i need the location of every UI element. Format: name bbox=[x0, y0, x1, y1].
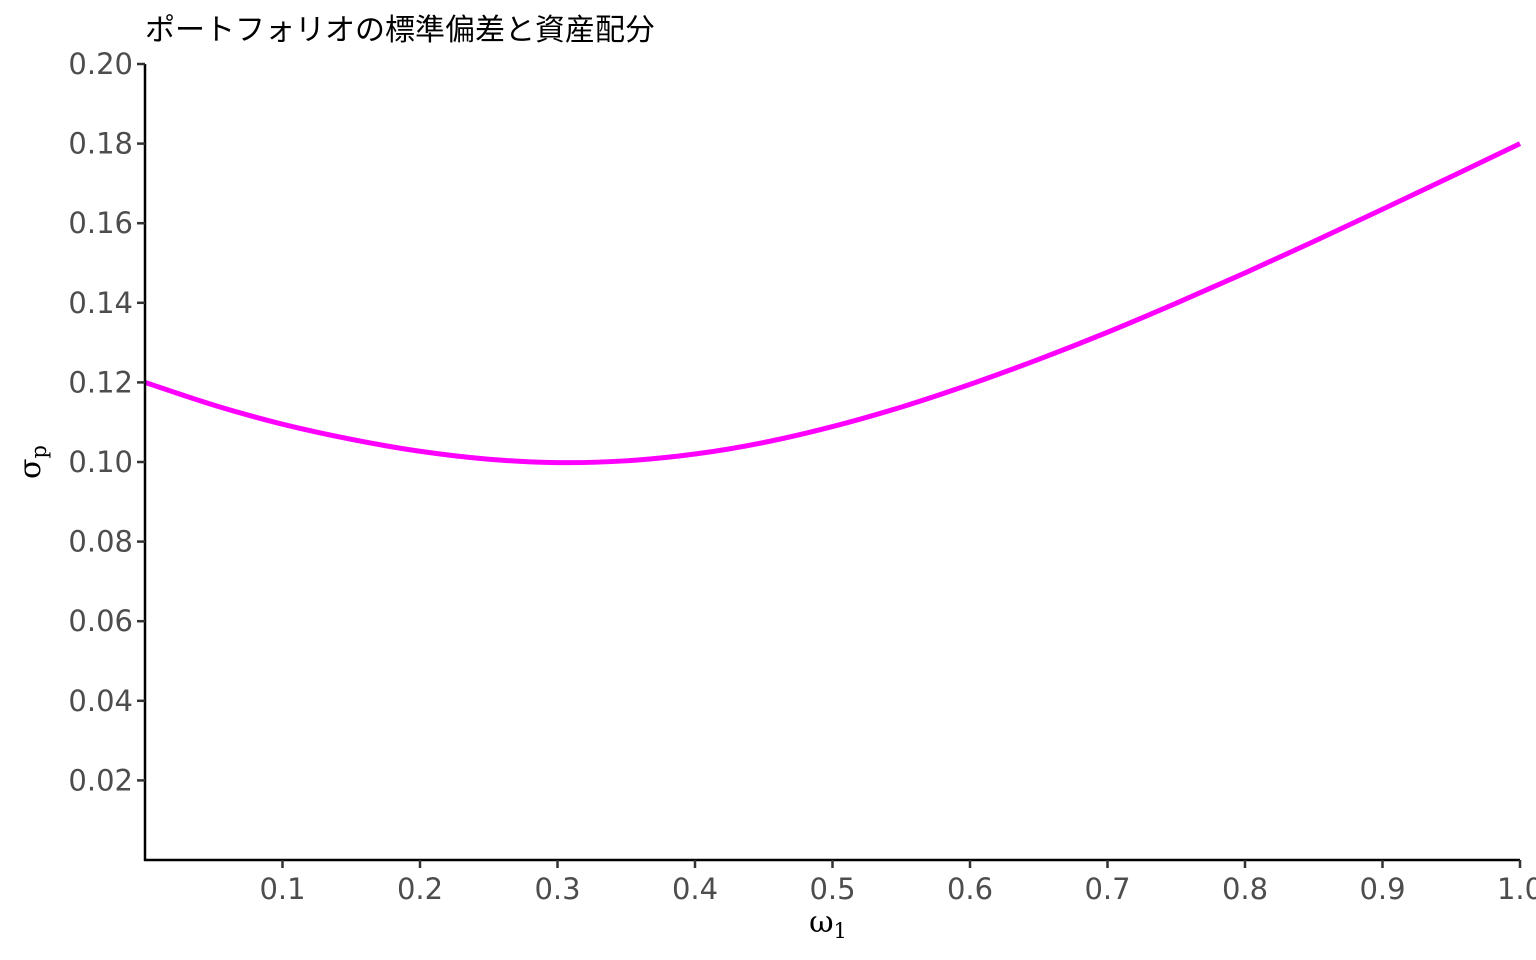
x-tick-label: 0.4 bbox=[672, 872, 718, 906]
y-axis-label: σp bbox=[13, 445, 51, 479]
x-axis-label: ω1 bbox=[809, 905, 847, 943]
y-tick-label: 0.16 bbox=[68, 206, 133, 240]
series-line bbox=[144, 141, 1522, 466]
x-tick-label: 0.6 bbox=[947, 872, 993, 906]
y-tick-label: 0.06 bbox=[68, 604, 133, 638]
x-tick-label: 0.1 bbox=[259, 872, 305, 906]
x-tick-label: 0.5 bbox=[809, 872, 855, 906]
x-tick-label: 0.9 bbox=[1359, 872, 1405, 906]
x-tick-label: 0.7 bbox=[1084, 872, 1130, 906]
y-tick-label: 0.20 bbox=[68, 47, 133, 81]
y-tick-label: 0.02 bbox=[68, 763, 133, 797]
y-tick-label: 0.08 bbox=[68, 525, 133, 559]
x-tick-label: 0.2 bbox=[397, 872, 443, 906]
chart-title: ポートフォリオの標準偏差と資産配分 bbox=[145, 13, 655, 48]
y-tick-label: 0.12 bbox=[68, 365, 133, 399]
y-tick-label: 0.14 bbox=[68, 286, 133, 320]
plot-area bbox=[144, 141, 1522, 466]
y-tick-label: 0.04 bbox=[68, 684, 133, 718]
y-tick-label: 0.18 bbox=[68, 127, 133, 161]
x-tick-label: 0.8 bbox=[1222, 872, 1268, 906]
axes: 0.020.040.060.080.100.120.140.160.180.20… bbox=[68, 47, 1536, 906]
x-tick-label: 0.3 bbox=[534, 872, 580, 906]
x-tick-label: 1.0 bbox=[1497, 872, 1536, 906]
y-tick-label: 0.10 bbox=[68, 445, 133, 479]
